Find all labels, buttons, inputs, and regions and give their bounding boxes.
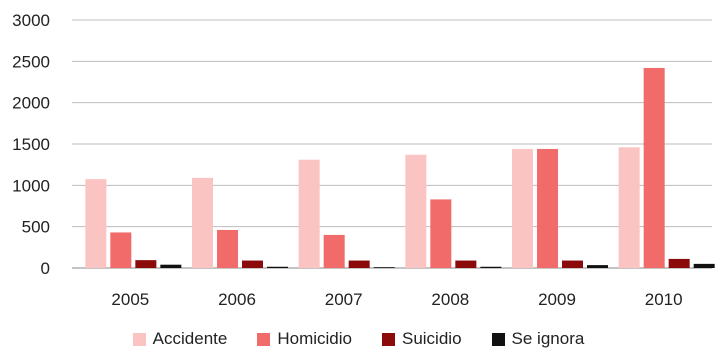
- bar-homicidio-2008: [430, 199, 452, 268]
- y-tick-label: 2000: [12, 94, 50, 113]
- bar-accidente-2005: [85, 179, 107, 268]
- y-axis: 0 500 1000 1500 2000 2500 3000: [12, 11, 50, 278]
- bar-se-ignora-2005: [160, 264, 182, 268]
- bar-suicidio-2010: [668, 258, 690, 268]
- bar-se-ignora-2006: [267, 266, 288, 268]
- legend-item-se-ignora: Se ignora: [491, 329, 585, 349]
- bars: [85, 67, 715, 269]
- bar-homicidio-2007: [323, 234, 345, 268]
- x-tick-label: 2005: [111, 290, 149, 309]
- legend-swatch-suicidio: [381, 332, 395, 346]
- legend: Accidente Homicidio Suicidio Se ignora: [0, 329, 717, 349]
- legend-swatch-se-ignora: [491, 332, 505, 346]
- bar-homicidio-2009: [537, 148, 558, 268]
- legend-item-homicidio: Homicidio: [257, 329, 352, 349]
- x-tick-label: 2009: [538, 290, 576, 309]
- x-tick-label: 2010: [645, 290, 683, 309]
- bar-suicidio-2009: [562, 260, 583, 268]
- legend-item-suicidio: Suicidio: [381, 329, 462, 349]
- legend-label-se-ignora: Se ignora: [511, 329, 585, 348]
- bar-suicidio-2006: [242, 260, 263, 268]
- y-tick-label: 2500: [12, 52, 50, 71]
- y-tick-label: 500: [22, 218, 50, 237]
- legend-label-suicidio: Suicidio: [401, 329, 462, 348]
- y-tick-label: 0: [41, 259, 50, 278]
- bar-se-ignora-2010: [693, 263, 715, 268]
- gridlines: [72, 19, 712, 269]
- bar-homicidio-2010: [643, 67, 665, 269]
- x-axis: 2005 2006 2007 2008 2009 2010: [111, 290, 682, 309]
- y-tick-label: 1500: [12, 135, 50, 154]
- bar-accidente-2009: [512, 148, 533, 268]
- x-tick-label: 2006: [218, 290, 256, 309]
- legend-swatch-accidente: [132, 332, 146, 346]
- bar-accidente-2006: [192, 177, 213, 268]
- x-tick-label: 2008: [431, 290, 469, 309]
- x-tick-label: 2007: [325, 290, 363, 309]
- bar-accidente-2007: [298, 159, 320, 268]
- legend-label-homicidio: Homicidio: [277, 329, 352, 348]
- legend-label-accidente: Accidente: [152, 329, 228, 348]
- bar-suicidio-2008: [455, 260, 477, 268]
- bar-homicidio-2006: [217, 229, 238, 268]
- bar-se-ignora-2009: [587, 265, 608, 268]
- bar-accidente-2008: [405, 154, 427, 268]
- bar-suicidio-2005: [135, 260, 157, 268]
- legend-swatch-homicidio: [257, 332, 271, 346]
- y-tick-label: 1000: [12, 176, 50, 195]
- bar-suicidio-2007: [348, 260, 370, 268]
- bar-homicidio-2005: [110, 232, 132, 268]
- y-tick-label: 3000: [12, 11, 50, 30]
- bar-se-ignora-2007: [373, 267, 395, 268]
- bar-se-ignora-2008: [480, 266, 502, 268]
- legend-item-accidente: Accidente: [132, 329, 228, 349]
- bar-accidente-2010: [618, 147, 640, 268]
